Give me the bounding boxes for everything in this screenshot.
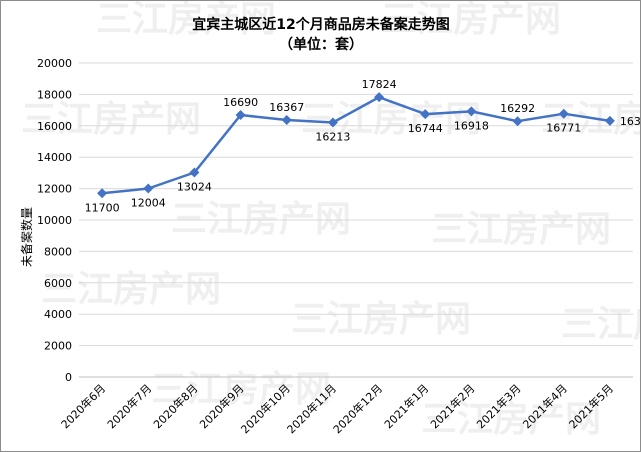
x-tick-label: 2020年6月 <box>58 381 108 431</box>
data-point <box>327 117 338 128</box>
data-label: 16213 <box>315 130 350 143</box>
data-label: 13024 <box>177 181 212 194</box>
data-point <box>558 108 569 119</box>
y-tick-label: 2000 <box>44 340 72 353</box>
data-label: 17824 <box>362 78 397 91</box>
data-label: 16292 <box>500 102 535 115</box>
data-label: 16918 <box>454 119 489 132</box>
data-point <box>235 109 246 120</box>
y-tick-label: 18000 <box>37 88 72 101</box>
data-point <box>189 167 200 178</box>
x-tick-label: 2020年12月 <box>330 381 385 436</box>
data-label: 11700 <box>85 201 120 214</box>
watermark-text: 三江房产网 <box>151 369 331 410</box>
watermark-text: 三江房产网 <box>291 299 471 340</box>
data-label: 16771 <box>546 122 581 135</box>
data-point <box>512 116 523 127</box>
data-point <box>374 92 385 103</box>
watermark-text: 三江房产网 <box>561 304 640 345</box>
series-layer <box>97 92 615 199</box>
y-tick-label: 20000 <box>37 57 72 70</box>
watermark-text: 三江房产网 <box>381 1 561 40</box>
data-point <box>420 109 431 120</box>
y-tick-label: 14000 <box>37 151 72 164</box>
series-line <box>101 95 611 195</box>
chart-subtitle: （单位：套） <box>279 36 363 53</box>
y-axis-title: 未备案数量 <box>19 207 34 267</box>
y-tick-label: 4000 <box>44 308 72 321</box>
watermark-text: 三江房产网 <box>41 269 221 310</box>
data-label: 16744 <box>408 122 443 135</box>
y-tick-label: 6000 <box>44 277 72 290</box>
y-tick-label: 10000 <box>37 214 72 227</box>
y-tick-label: 16000 <box>37 120 72 133</box>
x-tick-label: 2020年7月 <box>104 381 154 431</box>
data-point <box>604 115 615 126</box>
data-labels: 11700 12004 13024 16690 16367 16213 17824 16744… <box>85 78 640 214</box>
grid-layer <box>79 62 633 378</box>
watermark-text: 三江房产网 <box>96 1 276 40</box>
data-point <box>281 115 292 126</box>
y-axis: 0 2000 4000 6000 8000 10000 12000 14000 16000 180… <box>37 57 72 384</box>
data-point <box>466 106 477 117</box>
watermark-text: 三江房产网 <box>541 99 640 140</box>
chart-title: 宜宾主城区近12个月商品房未备案走势图 <box>192 16 449 33</box>
y-tick-label: 0 <box>65 371 72 384</box>
watermark-text: 三江房产网 <box>421 399 601 440</box>
watermark-text: 三江房产网 <box>431 209 611 250</box>
data-label: 16367 <box>269 101 304 114</box>
y-tick-label: 12000 <box>37 183 72 196</box>
watermark-text: 三江房产网 <box>21 99 201 140</box>
data-label: 16312 <box>620 115 640 128</box>
data-point <box>97 188 108 199</box>
data-label: 16690 <box>223 96 258 109</box>
data-point <box>143 183 154 194</box>
data-label: 12004 <box>131 197 166 210</box>
y-tick-label: 8000 <box>44 245 72 258</box>
